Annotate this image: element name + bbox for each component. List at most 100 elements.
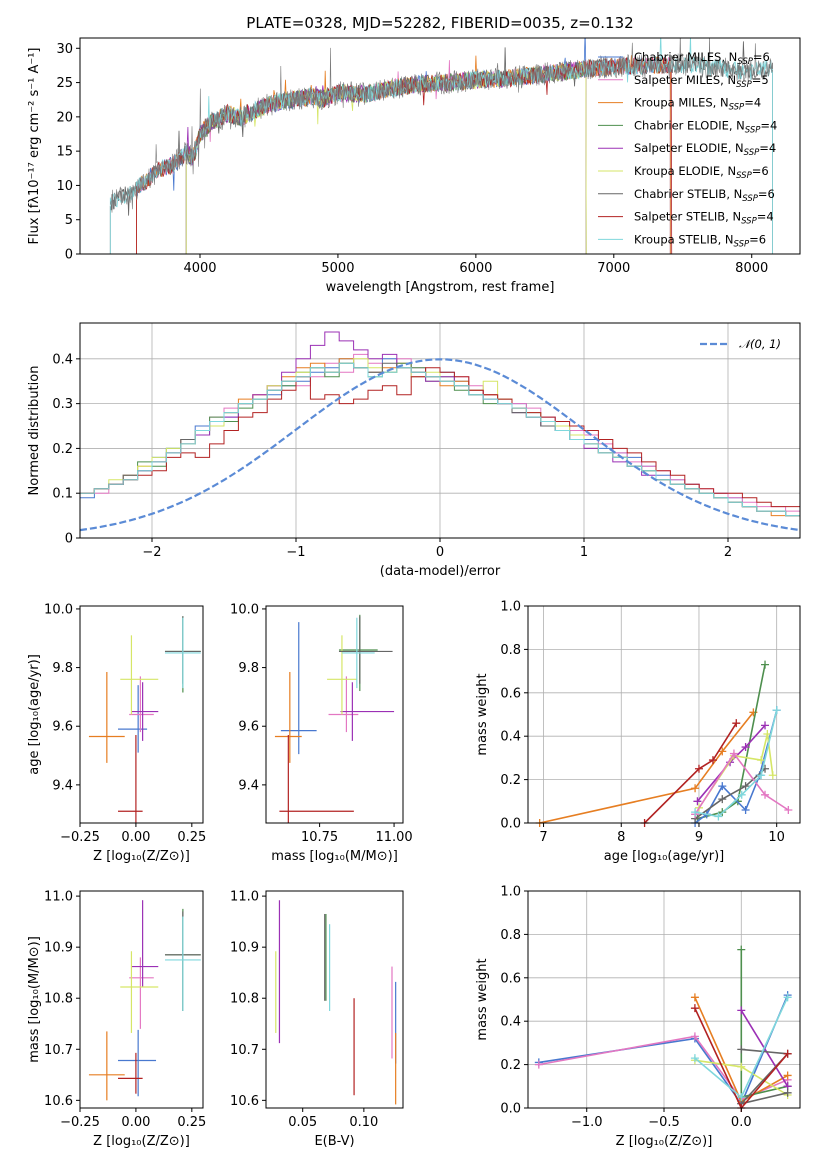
weight-marker — [708, 756, 717, 765]
x-tick-label: −1 — [286, 545, 305, 560]
weight-marker — [691, 808, 700, 817]
y-tick-label: 10.9 — [230, 941, 259, 956]
y-tick-label: 9.4 — [238, 778, 259, 793]
y-tick-label: 10 — [56, 179, 73, 194]
legend-subscript: SSP — [736, 80, 752, 90]
weight-marker — [783, 1088, 792, 1097]
weight-line — [694, 709, 778, 823]
spectrum-model-line — [109, 38, 773, 254]
weight-line — [539, 711, 755, 823]
legend-n-value: =5 — [752, 73, 769, 87]
x-tick-label: 0.05 — [288, 1115, 317, 1130]
weight-marker — [784, 805, 793, 814]
x-tick-label: 0.25 — [177, 830, 206, 845]
axes-frame — [527, 605, 801, 824]
figure-title: PLATE=0328, MJD=52282, FIBERID=0035, z=0… — [246, 14, 633, 32]
y-tick-label: 0.4 — [500, 730, 521, 745]
weight-line — [538, 1035, 788, 1101]
legend-model: Kroupa MILES — [634, 96, 713, 110]
legend-subscript: SSP — [729, 103, 745, 113]
x-tick-label: −0.5 — [648, 1115, 680, 1130]
x-axis-label: Z [log₁₀(Z/Z⊙)] — [616, 1134, 713, 1149]
y-tick-label: 0.2 — [52, 442, 73, 457]
weight-marker — [729, 749, 738, 758]
weight-marker — [732, 719, 741, 728]
x-tick-label: 0.25 — [177, 1115, 206, 1130]
legend-n-value: =6 — [758, 187, 775, 201]
legend-subscript: SSP — [744, 148, 760, 158]
y-tick-label: 0.0 — [500, 1102, 521, 1117]
spectrum-observed-line — [110, 38, 773, 213]
y-tick-label: 9.4 — [52, 778, 73, 793]
y-tick-label: 1.0 — [500, 600, 521, 615]
weight-marker — [737, 1006, 746, 1015]
legend-subscript: SSP — [741, 217, 757, 227]
weight-marker — [718, 795, 727, 804]
legend-entry: Chabrier MILES, NSSP=6 — [634, 50, 770, 67]
x-tick-label: 0.10 — [349, 1115, 378, 1130]
y-tick-label: 0.3 — [52, 397, 73, 412]
weight-marker — [718, 782, 727, 791]
x-axis-label: E(B-V) — [314, 1134, 354, 1149]
legend-entry: Kroupa ELODIE, NSSP=6 — [634, 164, 769, 181]
y-axis-label: mass weight — [475, 958, 490, 1040]
y-tick-label: 0.8 — [500, 643, 521, 658]
legend-entry: Chabrier ELODIE, NSSP=4 — [634, 118, 777, 135]
weight-marker — [718, 747, 727, 756]
y-tick-label: 10.9 — [44, 941, 73, 956]
y-tick-label: 0 — [65, 532, 73, 547]
weight-marker — [690, 1004, 699, 1013]
y-tick-label: 10.0 — [230, 602, 259, 617]
y-tick-label: 0.0 — [500, 817, 521, 832]
axes-frame — [79, 322, 801, 539]
legend-n-value: =4 — [759, 141, 776, 155]
weight-marker — [690, 993, 699, 1002]
x-tick-label: −1.0 — [571, 1115, 603, 1130]
legend-nssp: , N — [718, 232, 734, 246]
axes-frame — [79, 890, 204, 1109]
x-tick-label: −2 — [142, 545, 161, 560]
y-tick-label: 10.8 — [230, 992, 259, 1007]
weight-marker — [761, 721, 770, 730]
weight-line — [694, 752, 789, 815]
y-tick-label: 10.7 — [230, 1043, 259, 1058]
legend-entry: Salpeter ELODIE, NSSP=4 — [634, 141, 776, 158]
legend-n-value: =6 — [752, 164, 769, 178]
y-tick-label: 0.6 — [500, 686, 521, 701]
y-tick-label: 0 — [65, 248, 73, 263]
y-tick-label: 9.6 — [238, 720, 259, 735]
legend-n-value: =4 — [744, 96, 761, 110]
weight-marker — [757, 771, 766, 780]
weight-marker — [693, 797, 702, 806]
weight-marker — [783, 1071, 792, 1080]
y-tick-label: 30 — [56, 42, 73, 57]
y-tick-label: 9.8 — [238, 661, 259, 676]
legend-entry: Salpeter MILES, NSSP=5 — [634, 73, 769, 90]
y-tick-label: 10.0 — [44, 602, 73, 617]
axes-frame — [265, 890, 404, 1109]
weight-marker — [694, 764, 703, 773]
y-tick-label: 0.4 — [500, 1015, 521, 1030]
weight-line — [738, 1048, 790, 1106]
weight-marker — [761, 790, 770, 799]
y-tick-label: 10.8 — [44, 992, 73, 1007]
x-tick-label: 11.00 — [375, 830, 412, 845]
x-tick-label: 5000 — [321, 261, 354, 276]
weight-marker — [691, 784, 700, 793]
x-tick-label: 0.00 — [121, 830, 150, 845]
y-tick-label: 25 — [56, 76, 73, 91]
weight-marker — [783, 993, 792, 1002]
x-axis-label: wavelength [Angstrom, rest frame] — [326, 280, 555, 295]
weight-marker — [737, 945, 746, 954]
legend-entry: Chabrier STELIB, NSSP=6 — [634, 187, 775, 204]
y-axis-label: mass [log₁₀(M/M⊙)] — [27, 936, 42, 1063]
y-tick-label: 0.4 — [52, 352, 73, 367]
legend-model: Chabrier STELIB — [634, 187, 726, 201]
y-tick-label: 0.6 — [500, 971, 521, 986]
legend-nssp: , N — [726, 187, 742, 201]
x-tick-label: 8 — [617, 830, 625, 845]
weight-line — [696, 724, 766, 802]
x-axis-label: (data-model)/error — [380, 564, 501, 579]
x-tick-label: 1 — [580, 545, 588, 560]
